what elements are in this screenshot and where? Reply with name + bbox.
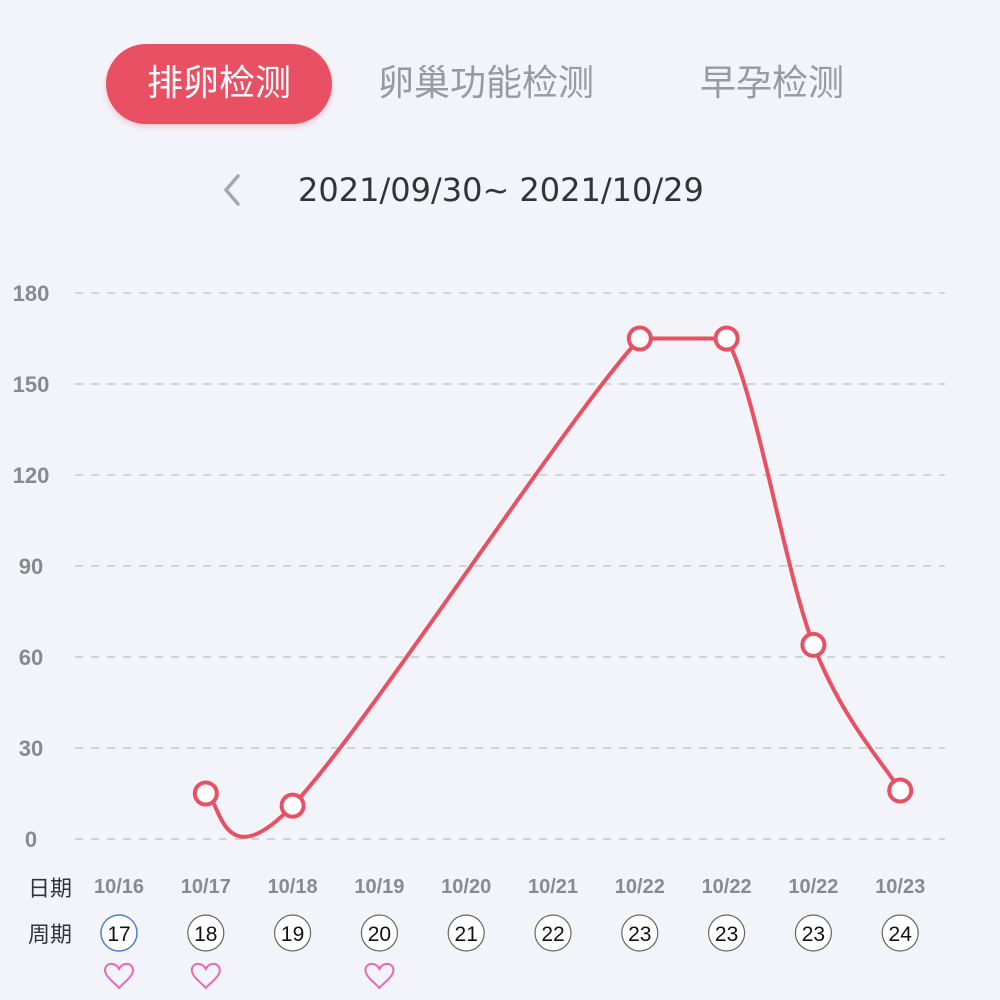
cycle-day-circle (447, 914, 485, 952)
y-tick-label: 150 (13, 372, 50, 397)
cycle-day-label: 24 (889, 923, 913, 946)
tab-ovulation-test[interactable]: 排卵检测 (106, 44, 332, 124)
cycle-row-label: 周期 (28, 922, 72, 947)
heart-outline-icon (190, 962, 221, 990)
data-point (887, 777, 914, 804)
heart-outline-icon (103, 962, 135, 990)
prev-range-button[interactable] (212, 170, 252, 210)
x-tick-label-date: 10/19 (354, 876, 404, 898)
x-tick-label-date: 10/18 (268, 876, 318, 898)
cycle-day-circle (707, 914, 746, 952)
cycle-day-circle (187, 914, 225, 952)
x-tick-label-date: 10/16 (94, 876, 144, 898)
x-tick-label-date: 10/21 (528, 876, 578, 898)
y-tick-label: 60 (19, 645, 43, 670)
data-point (626, 325, 653, 352)
test-type-tabs: 排卵检测 卵巢功能检测 早孕检测 (0, 44, 1000, 124)
cycle-day-circle (881, 914, 919, 952)
data-point (800, 631, 827, 658)
chevron-left-icon (224, 174, 240, 206)
data-point (713, 325, 740, 352)
x-tick-label-date: 10/22 (702, 876, 752, 898)
cycle-day-label: 21 (455, 923, 478, 946)
cycle-day-label: 18 (194, 923, 217, 946)
cycle-day-label: 17 (107, 923, 130, 946)
cycle-day-label: 20 (368, 923, 391, 946)
tab-ovarian-function-test[interactable]: 卵巢功能检测 (378, 63, 595, 104)
x-tick-label-date: 10/22 (615, 876, 665, 898)
x-tick-label-date: 10/23 (875, 876, 925, 898)
data-point (279, 792, 306, 819)
x-tick-label-date: 10/22 (788, 876, 838, 898)
cycle-day-label: 23 (802, 923, 825, 946)
y-tick-label: 30 (19, 736, 43, 761)
date-range-label: 2021/09/30~ 2021/10/29 (298, 171, 704, 209)
tab-early-pregnancy-test[interactable]: 早孕检测 (700, 63, 845, 104)
y-tick-label: 90 (19, 554, 43, 579)
cycle-day-label: 22 (541, 923, 564, 946)
cycle-day-label: 19 (281, 923, 304, 946)
date-row-label: 日期 (28, 876, 72, 901)
cycle-day-label: 23 (628, 923, 651, 946)
x-tick-label-date: 10/20 (441, 876, 491, 898)
x-tick-label-date: 10/17 (181, 876, 231, 898)
cycle-day-circle (360, 914, 398, 952)
data-point (192, 780, 219, 807)
cycle-day-label: 23 (715, 923, 738, 946)
cycle-day-circle (621, 914, 659, 952)
y-tick-label: 0 (25, 827, 37, 852)
lh-series-line (203, 336, 903, 839)
date-range-bar: 2021/09/30~ 2021/10/29 (0, 160, 1000, 220)
cycle-day-circle (274, 914, 312, 952)
heart-outline-icon (364, 962, 395, 990)
cycle-day-circle (794, 914, 833, 952)
cycle-day-circle (100, 914, 138, 952)
cycle-day-circle (534, 914, 572, 952)
y-tick-label: 180 (13, 281, 50, 306)
y-tick-label: 120 (13, 463, 50, 488)
